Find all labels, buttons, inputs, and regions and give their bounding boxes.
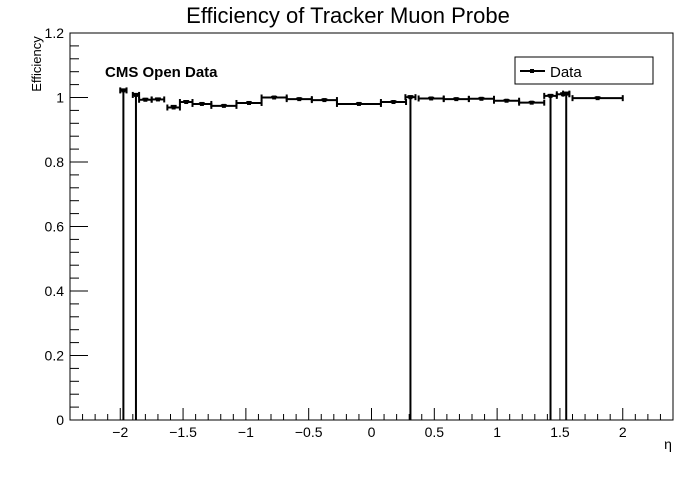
data-point <box>119 87 128 420</box>
data-marker <box>408 95 413 100</box>
data-marker <box>199 101 204 106</box>
y-tick-label: 1 <box>56 90 64 106</box>
legend-entry-data: Data <box>550 64 582 81</box>
x-axis-label: η <box>664 436 672 452</box>
x-tick-label: 0 <box>368 424 376 440</box>
data-marker <box>184 100 189 105</box>
data-point <box>235 99 263 106</box>
x-tick-label: 2 <box>619 424 627 440</box>
y-tick-label: 1.2 <box>45 25 65 41</box>
data-marker <box>529 100 534 105</box>
axes-group: −2 −1.5 −1 −0.5 0 0.5 1 1.5 2 0 0.2 0.4 0.6 0.8 1 1.2 <box>45 25 674 440</box>
data-point <box>518 99 546 106</box>
data-marker <box>121 88 126 93</box>
data-marker <box>155 97 160 102</box>
data-series-group <box>119 87 624 420</box>
y-axis-label: Efficiency <box>29 36 44 92</box>
data-point <box>166 104 181 111</box>
x-tick-label: −1 <box>238 424 254 440</box>
y-tick-label: 0.8 <box>45 154 65 170</box>
data-marker <box>548 93 553 98</box>
data-marker <box>595 96 600 101</box>
data-point <box>404 94 417 420</box>
data-marker <box>221 103 226 108</box>
y-tick-label: 0.2 <box>45 348 65 364</box>
data-marker <box>297 97 302 102</box>
data-point <box>562 90 571 420</box>
chart-title: Efficiency of Tracker Muon Probe <box>186 3 510 28</box>
legend: Data <box>514 56 654 85</box>
x-tick-label: 0.5 <box>425 424 445 440</box>
data-point <box>150 96 166 103</box>
legend-marker <box>530 69 534 73</box>
data-marker <box>504 98 509 103</box>
x-tick-label: −2 <box>112 424 128 440</box>
data-point <box>543 92 558 420</box>
x-tick-label: 1.5 <box>550 424 570 440</box>
y-tick-label: 0 <box>56 412 64 428</box>
data-point <box>131 91 141 420</box>
data-marker <box>356 101 361 106</box>
data-marker <box>322 98 327 103</box>
data-marker <box>272 95 277 100</box>
data-marker <box>171 105 176 110</box>
data-marker <box>143 97 148 102</box>
data-marker <box>454 97 459 102</box>
y-tick-label: 0.6 <box>45 219 65 235</box>
x-tick-label: −0.5 <box>295 424 323 440</box>
data-marker <box>247 100 252 105</box>
data-point <box>571 95 624 102</box>
y-tick-label: 0.4 <box>45 283 65 299</box>
data-marker <box>391 100 396 105</box>
x-tick-label: −1.5 <box>169 424 197 440</box>
data-marker <box>479 96 484 101</box>
data-marker <box>429 96 434 101</box>
cms-open-data-annotation: CMS Open Data <box>105 64 218 81</box>
x-tick-label: 1 <box>493 424 501 440</box>
data-marker <box>564 91 569 96</box>
data-marker <box>133 92 138 97</box>
